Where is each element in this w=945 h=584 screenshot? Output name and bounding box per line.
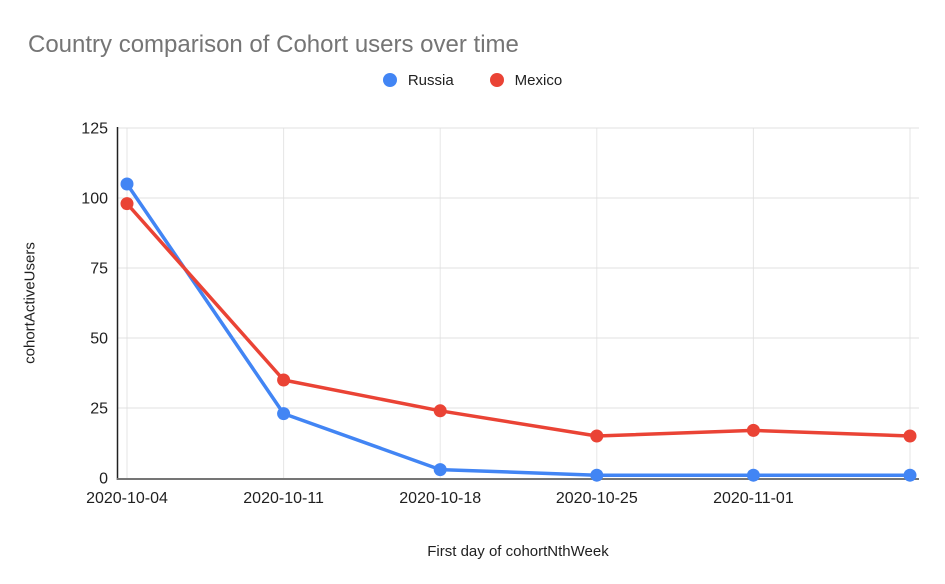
data-point-mexico[interactable]	[903, 429, 917, 443]
data-point-mexico[interactable]	[590, 429, 604, 443]
data-point-russia[interactable]	[433, 463, 447, 477]
data-point-mexico[interactable]	[433, 404, 447, 418]
legend-marker-icon	[382, 73, 397, 87]
legend-label: Mexico	[514, 71, 563, 89]
series-line-russia	[125, 182, 912, 477]
data-point-mexico[interactable]	[120, 197, 134, 211]
legend-item-mexico[interactable]: Mexico	[489, 71, 563, 89]
x-tick-label: 2020-11-01	[713, 490, 794, 507]
legend: Russia Mexico	[0, 70, 945, 90]
legend-marker-icon	[489, 73, 504, 87]
chart-title: Country comparison of Cohort users over …	[28, 31, 519, 58]
data-point-mexico[interactable]	[277, 373, 291, 387]
series-line-mexico	[125, 201, 912, 438]
data-point-russia[interactable]	[746, 468, 760, 482]
x-tick-label: 2020-10-18	[399, 490, 481, 507]
data-point-russia[interactable]	[903, 468, 917, 482]
legend-label: Russia	[407, 71, 454, 89]
y-tick-label: 50	[90, 331, 108, 348]
data-point-russia[interactable]	[590, 468, 604, 482]
x-tick-label: 2020-10-11	[243, 490, 324, 507]
data-point-mexico[interactable]	[746, 423, 760, 437]
y-tick-label: 0	[99, 471, 108, 488]
y-tick-label: 125	[81, 121, 108, 138]
y-tick-label: 25	[90, 401, 108, 418]
x-tick-label: 2020-10-04	[86, 490, 168, 507]
x-tick-label: 2020-10-25	[556, 490, 638, 507]
legend-item-russia[interactable]: Russia	[382, 71, 454, 89]
data-point-russia[interactable]	[120, 177, 134, 191]
x-axis-title: First day of cohortNthWeek	[427, 543, 609, 560]
y-tick-label: 100	[81, 191, 108, 208]
y-tick-label: 75	[90, 261, 108, 278]
data-point-russia[interactable]	[277, 407, 291, 421]
y-axis-title: cohortActiveUsers	[21, 242, 39, 364]
